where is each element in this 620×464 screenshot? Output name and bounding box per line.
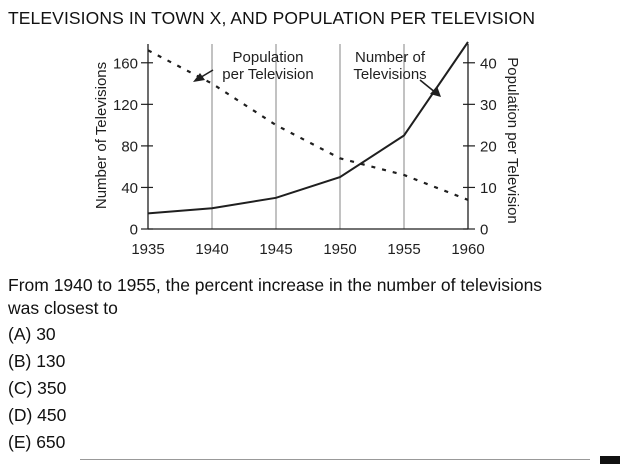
- left-tick-label: 160: [113, 55, 138, 72]
- left-tick-label: 120: [113, 97, 138, 114]
- chart-title: TELEVISIONS IN TOWN X, AND POPULATION PE…: [8, 8, 536, 28]
- right-tick-label: 0: [480, 222, 488, 239]
- annotation-arrowhead-population: [193, 73, 205, 82]
- right-tick-label: 20: [480, 138, 497, 155]
- annotation-arrowhead-televisions: [430, 86, 441, 97]
- chart-area: 0 40 80 120 160 0 10 20 30 40 1935 1940 1945 1950 1955…: [93, 41, 521, 258]
- series-line-population-per-tv: [147, 49, 469, 201]
- option-b[interactable]: (B) 130: [8, 351, 66, 371]
- x-tick-label: 1940: [195, 241, 228, 258]
- series-line-televisions: [147, 41, 469, 215]
- annotation-televisions-line1: Number of: [355, 49, 426, 66]
- annotation-population-line2: per Television: [222, 66, 313, 83]
- right-tick-label: 40: [480, 55, 497, 72]
- option-e[interactable]: (E) 650: [8, 432, 66, 452]
- annotation-televisions-line2: Televisions: [353, 66, 426, 83]
- series-layer: [147, 41, 469, 215]
- option-a[interactable]: (A) 30: [8, 324, 56, 344]
- left-tick-label: 80: [121, 138, 138, 155]
- right-axis-title: Population per Television: [504, 57, 521, 224]
- right-tick-label: 30: [480, 97, 497, 114]
- left-tick-label: 0: [130, 222, 138, 239]
- question-line-1: From 1940 to 1955, the percent increase …: [8, 275, 543, 295]
- x-tick-label: 1950: [323, 241, 356, 258]
- x-tick-label: 1960: [451, 241, 484, 258]
- x-tick-label: 1945: [259, 241, 292, 258]
- question-line-2: was closest to: [8, 298, 118, 318]
- footer-divider: [80, 459, 590, 460]
- axes-layer: 0 40 80 120 160 0 10 20 30 40 1935 1940 1945 1950 1955…: [93, 44, 521, 258]
- left-axis-title: Number of Televisions: [93, 62, 110, 209]
- corner-block: [600, 456, 620, 464]
- x-tick-label: 1955: [387, 241, 420, 258]
- option-c[interactable]: (C) 350: [8, 378, 67, 398]
- x-tick-label: 1935: [131, 241, 164, 258]
- option-d[interactable]: (D) 450: [8, 405, 67, 425]
- right-tick-label: 10: [480, 180, 497, 197]
- left-tick-label: 40: [121, 180, 138, 197]
- annotation-population-line1: Population: [233, 49, 304, 66]
